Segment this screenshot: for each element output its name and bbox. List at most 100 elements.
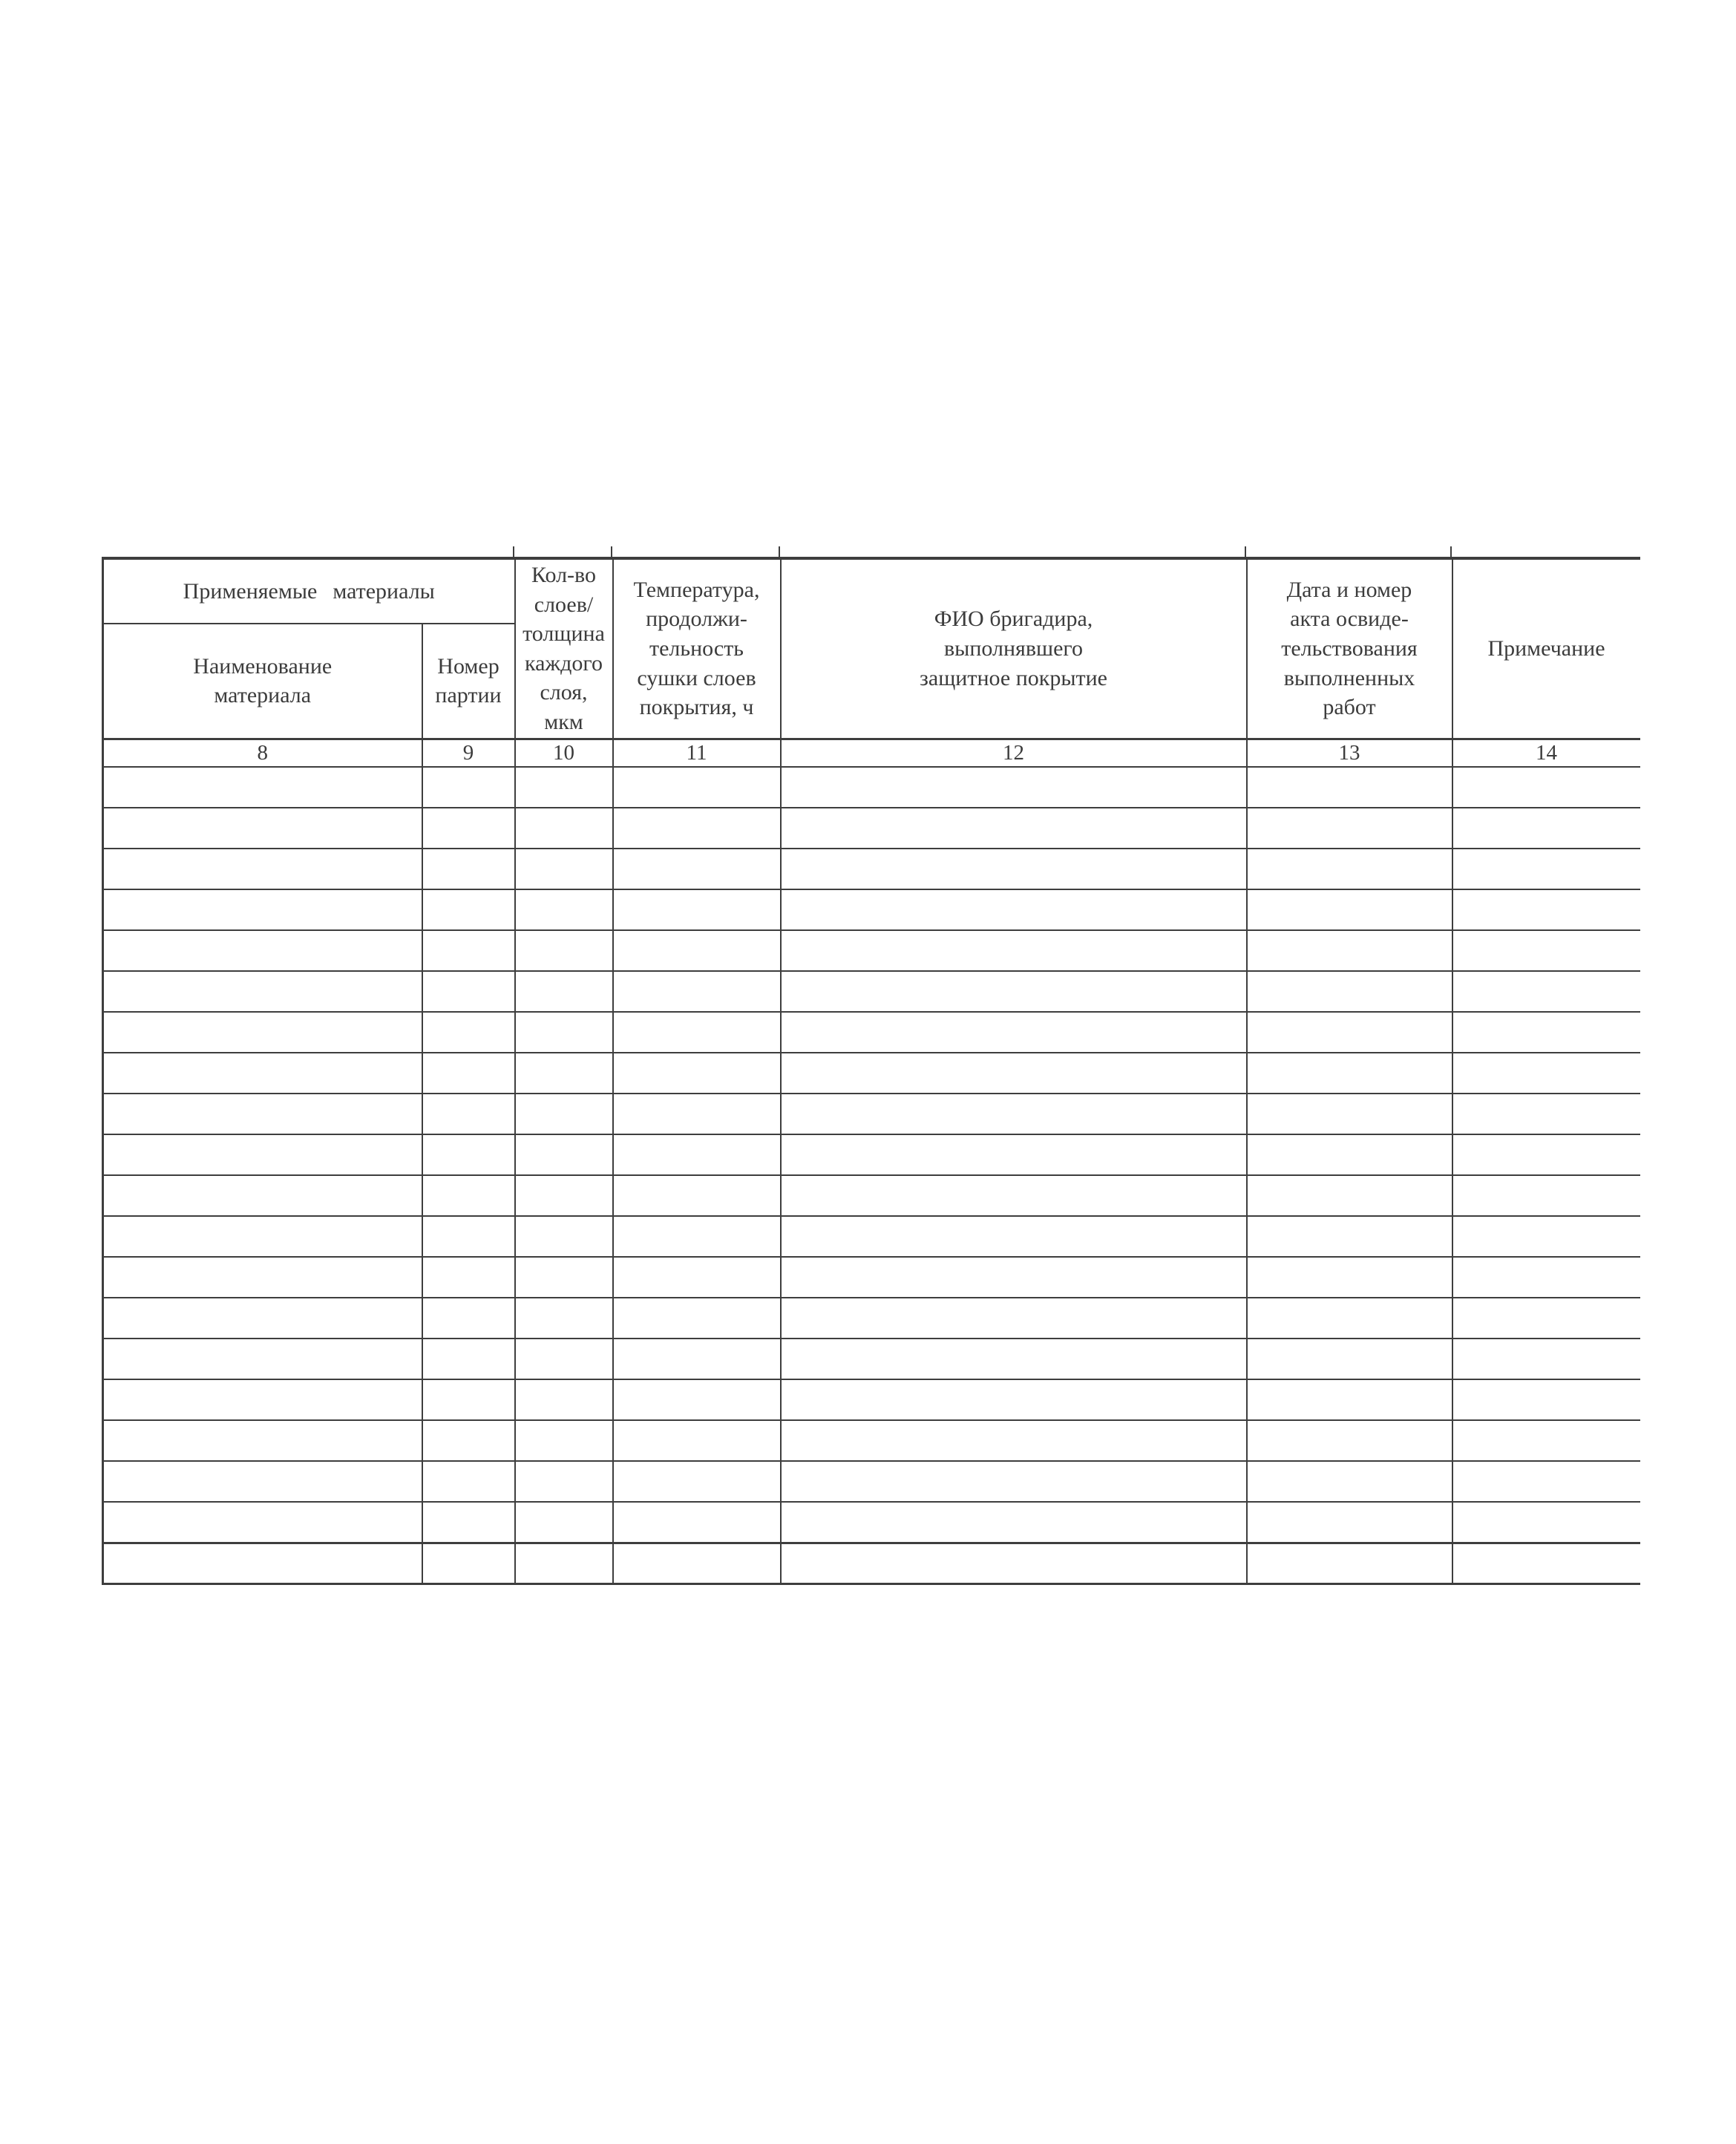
table-cell — [514, 1052, 614, 1094]
table-cell — [102, 766, 423, 808]
table-cell — [421, 929, 516, 972]
table-cell — [421, 1052, 516, 1094]
table-cell — [421, 1134, 516, 1176]
column-number-9: 9 — [421, 737, 516, 768]
column-number-8: 8 — [102, 737, 423, 768]
table-cell — [1451, 1256, 1640, 1298]
table-cell — [514, 889, 614, 931]
table-cell — [421, 1541, 516, 1584]
table-cell — [514, 970, 614, 1013]
table-cell — [779, 1379, 1248, 1421]
table-row — [102, 1419, 1640, 1462]
table-cell — [102, 1134, 423, 1176]
table-cell — [1245, 1379, 1453, 1421]
table-row — [102, 1174, 1640, 1217]
table-cell — [779, 1501, 1248, 1543]
table-cell — [514, 766, 614, 808]
table-cell — [612, 1338, 782, 1380]
table-cell — [1451, 1134, 1640, 1176]
table-cell — [1451, 1338, 1640, 1380]
table-cell — [1245, 766, 1453, 808]
table-cell — [779, 1460, 1248, 1503]
table-cell — [1245, 1134, 1453, 1176]
table-row — [102, 1134, 1640, 1176]
table-cell — [421, 1256, 516, 1298]
table-cell — [612, 1215, 782, 1258]
table-cell — [1451, 766, 1640, 808]
column-number-14: 14 — [1451, 737, 1640, 768]
table-row — [102, 929, 1640, 972]
table-row — [102, 1256, 1640, 1298]
table-row — [102, 1379, 1640, 1421]
table-cell — [1245, 1541, 1453, 1584]
table-cell — [514, 1460, 614, 1503]
table-cell — [1451, 1093, 1640, 1135]
table-cell — [779, 1052, 1248, 1094]
table-cell — [421, 766, 516, 808]
table-cell — [612, 929, 782, 972]
table-cell — [612, 1174, 782, 1217]
table-cell — [421, 1011, 516, 1053]
table-cell — [1245, 1011, 1453, 1053]
table-cell — [102, 1052, 423, 1094]
grid-line-stub — [1245, 546, 1246, 558]
table-cell — [779, 929, 1248, 972]
header-temperature-drying: Температура, продолжи- тельность сушки с… — [612, 558, 782, 739]
table-cell — [612, 1297, 782, 1339]
table-cell — [1451, 1501, 1640, 1543]
table-cell — [514, 1501, 614, 1543]
table-cell — [102, 1419, 423, 1462]
table-cell — [1245, 1460, 1453, 1503]
header-note: Примечание — [1451, 558, 1640, 739]
column-number-10: 10 — [514, 737, 614, 768]
table-cell — [102, 1256, 423, 1298]
grid-line-stub — [779, 546, 780, 558]
table-cell — [779, 1256, 1248, 1298]
table-cell — [1451, 1379, 1640, 1421]
table-cell — [1245, 889, 1453, 931]
table-cell — [1451, 929, 1640, 972]
table-cell — [1451, 1174, 1640, 1217]
table-cell — [421, 1419, 516, 1462]
table-cell — [514, 1011, 614, 1053]
table-cell — [1451, 970, 1640, 1013]
table-cell — [779, 766, 1248, 808]
table-cell — [612, 807, 782, 849]
table-cell — [779, 1215, 1248, 1258]
table-cell — [514, 1338, 614, 1380]
grid-line-stub — [513, 546, 514, 558]
table-cell — [1451, 1541, 1640, 1584]
table-cell — [421, 1174, 516, 1217]
table-cell — [1245, 848, 1453, 890]
table-row — [102, 1297, 1640, 1339]
table-row — [102, 1338, 1640, 1380]
table-cell — [612, 1419, 782, 1462]
table-cell — [612, 1541, 782, 1584]
table-cell — [1451, 1215, 1640, 1258]
table-cell — [1451, 1011, 1640, 1053]
table-cell — [421, 1379, 516, 1421]
table-cell — [779, 1419, 1248, 1462]
grid-line-stub — [611, 546, 612, 558]
column-number-11: 11 — [612, 737, 782, 768]
table-row — [102, 1501, 1640, 1543]
table-row — [102, 1011, 1640, 1053]
column-group-header-materials: Применяемые материалы — [102, 558, 516, 624]
table-cell — [1451, 1297, 1640, 1339]
table-cell — [1245, 929, 1453, 972]
table-cell — [779, 1541, 1248, 1584]
table-cell — [514, 1174, 614, 1217]
table-cell — [514, 1093, 614, 1135]
table-cell — [421, 1501, 516, 1543]
table-cell — [1245, 1419, 1453, 1462]
table-cell — [1451, 807, 1640, 849]
table-cell — [1451, 1460, 1640, 1503]
table-cell — [514, 1215, 614, 1258]
table-cell — [1245, 1093, 1453, 1135]
table-cell — [1245, 970, 1453, 1013]
table-cell — [612, 1379, 782, 1421]
table-row — [102, 1093, 1640, 1135]
table-cell — [102, 1093, 423, 1135]
column-number-13: 13 — [1245, 737, 1453, 768]
